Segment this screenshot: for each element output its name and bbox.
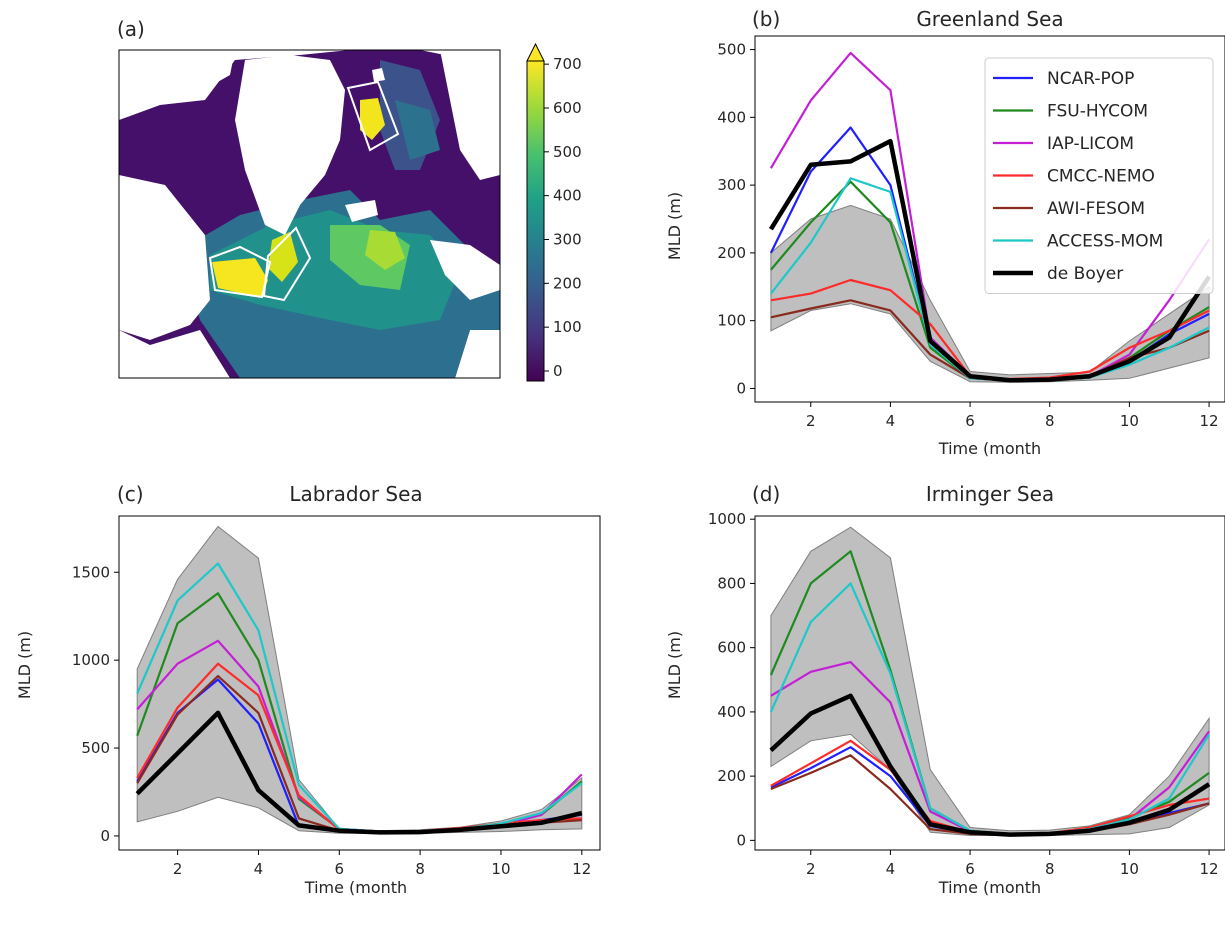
plot-frame xyxy=(754,35,1225,403)
y-tick-label: 0 xyxy=(100,827,110,845)
colorbar-body xyxy=(526,60,545,382)
panel-d-xlabel: Time (month xyxy=(938,878,1041,897)
y-tick-label: 500 xyxy=(717,41,746,59)
x-tick-label: 4 xyxy=(886,860,896,878)
panel-c-ylabel: MLD (m) xyxy=(15,631,34,699)
x-tick-label: 2 xyxy=(806,860,816,878)
panel-a: (a) xyxy=(117,17,582,382)
legend-label-awi-fesom: AWI-FESOM xyxy=(1047,199,1145,219)
panel-c: (c) Labrador Sea Time (month MLD (m) 2 4 6… xyxy=(15,482,601,897)
y-tick-label: 600 xyxy=(717,639,746,657)
x-tick-label: 10 xyxy=(491,860,510,878)
x-tick-label: 10 xyxy=(1120,860,1139,878)
y-tick-label: 800 xyxy=(717,574,746,592)
panel-b-ylabel: MLD (m) xyxy=(665,192,684,260)
panel-c-xlabel: Time (month xyxy=(304,878,407,897)
colorbar-tick-label: 600 xyxy=(553,99,582,117)
panel-b-xlabel: Time (month xyxy=(938,439,1041,458)
y-tick-label: 100 xyxy=(717,312,746,330)
y-tick-label: 200 xyxy=(717,244,746,262)
y-tick-label: 0 xyxy=(736,379,746,397)
colorbar-tick-label: 200 xyxy=(553,274,582,292)
colorbar-tick-label: 0 xyxy=(553,362,563,380)
x-tick-label: 12 xyxy=(1200,412,1219,430)
x-tick-label: 12 xyxy=(572,860,591,878)
x-tick-label: 2 xyxy=(806,412,816,430)
colorbar-tick-label: 500 xyxy=(553,143,582,161)
colorbar-extend-arrow xyxy=(526,42,545,62)
legend-label-iap-licom: IAP-LICOM xyxy=(1047,134,1134,154)
panel-b-title: Greenland Sea xyxy=(916,7,1063,31)
map-frame xyxy=(118,49,501,379)
legend-label-ncar-pop: NCAR-POP xyxy=(1047,69,1134,89)
mld-map xyxy=(119,50,500,378)
x-tick-label: 6 xyxy=(965,860,975,878)
panel-d: (d) Irminger Sea Time (month MLD (m) 2 4 6… xyxy=(665,482,1225,897)
model-spread-band xyxy=(770,526,1210,836)
colorbar-ticks: 0 100 200 300 400 500 600 700 xyxy=(544,55,582,380)
legend-label-de-boyer: de Boyer xyxy=(1047,264,1123,284)
y-tick-label: 400 xyxy=(717,108,746,126)
panel-b: (b) Greenland Sea Time (month MLD (m) 2 4… xyxy=(665,7,1225,458)
series-line-de-boyer xyxy=(768,138,1211,383)
series-line-de-boyer xyxy=(135,710,583,835)
legend: NCAR-POP FSU-HYCOM IAP-LICOM CMCC-NEMO AWI-F… xyxy=(984,57,1214,294)
x-tick-label: 8 xyxy=(1045,412,1055,430)
x-tick-label: 4 xyxy=(254,860,264,878)
x-tick-label: 2 xyxy=(173,860,183,878)
legend-label-access-mom: ACCESS-MOM xyxy=(1047,232,1163,252)
plot-frame xyxy=(754,515,1225,851)
y-tick-label: 500 xyxy=(81,739,110,757)
panel-d-ylabel: MLD (m) xyxy=(665,631,684,699)
model-spread-band xyxy=(136,525,583,834)
plot-frame xyxy=(118,515,601,851)
y-tick-label: 1500 xyxy=(72,563,110,581)
legend-label-fsu-hycom: FSU-HYCOM xyxy=(1047,102,1148,122)
y-tick-label: 200 xyxy=(717,767,746,785)
colorbar-tick-label: 300 xyxy=(553,230,582,248)
model-spread-band xyxy=(770,204,1210,383)
legend-box xyxy=(984,57,1214,294)
y-tick-label: 1000 xyxy=(708,510,746,528)
y-tick-label: 400 xyxy=(717,703,746,721)
x-tick-label: 8 xyxy=(1045,860,1055,878)
x-tick-label: 6 xyxy=(965,412,975,430)
colorbar-tick-label: 700 xyxy=(553,55,582,73)
panel-d-title: Irminger Sea xyxy=(926,482,1054,506)
y-tick-label: 300 xyxy=(717,176,746,194)
x-tick-label: 8 xyxy=(415,860,425,878)
y-tick-label: 0 xyxy=(736,831,746,849)
x-tick-label: 10 xyxy=(1120,412,1139,430)
panel-d-label: (d) xyxy=(752,482,780,506)
y-tick-label: 1000 xyxy=(72,651,110,669)
x-tick-label: 6 xyxy=(335,860,345,878)
x-tick-label: 4 xyxy=(886,412,896,430)
panel-c-label: (c) xyxy=(117,482,144,506)
panel-b-label: (b) xyxy=(752,7,780,31)
panel-a-label: (a) xyxy=(117,17,145,41)
colorbar: 0 100 200 300 400 500 600 700 xyxy=(526,42,582,382)
x-tick-label: 12 xyxy=(1200,860,1219,878)
colorbar-tick-label: 400 xyxy=(553,187,582,205)
series-line-de-boyer xyxy=(769,693,1211,837)
panel-c-title: Labrador Sea xyxy=(289,482,422,506)
colorbar-tick-label: 100 xyxy=(553,318,582,336)
legend-label-cmcc-nemo: CMCC-NEMO xyxy=(1047,167,1155,187)
